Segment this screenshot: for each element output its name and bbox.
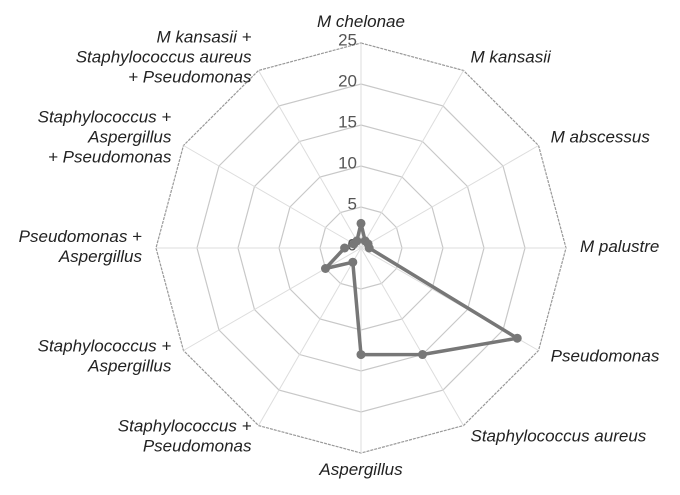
category-label: Staphylococcus aureus [471, 427, 647, 446]
tick-label: 15 [338, 112, 357, 131]
spoke [183, 247, 362, 351]
category-line: Pseudomonas [551, 347, 660, 366]
category-line: Pseudomonas [143, 437, 252, 456]
tick-label: 10 [338, 153, 357, 172]
tick-label: 5 [348, 194, 357, 213]
spoke [258, 247, 362, 426]
tick-label: 25 [338, 30, 357, 49]
spoke [360, 145, 539, 249]
tick-label: 20 [338, 71, 357, 90]
data-point [320, 264, 330, 273]
category-line: + Pseudomonas [48, 148, 172, 167]
category-line: M palustre [580, 237, 659, 256]
category-label: Pseudomonas + Aspergillus [19, 227, 143, 266]
category-line: Staphylococcus + [38, 108, 172, 127]
category-line: M kansasii + [157, 28, 252, 47]
category-label: Pseudomonas [551, 347, 660, 366]
category-label: M chelonae [317, 12, 405, 31]
data-point [364, 243, 374, 253]
data-point [512, 333, 522, 343]
category-line: Pseudomonas + [19, 227, 142, 246]
data-point [356, 218, 366, 228]
category-line: Staphylococcus aureus [471, 427, 647, 446]
spoke [360, 247, 464, 426]
category-label: Staphylococcus + Pseudomonas [118, 417, 252, 456]
category-label: Aspergillus [318, 460, 403, 479]
category-line: Staphylococcus aureus [76, 48, 252, 67]
data-point [348, 257, 358, 267]
category-line: Staphylococcus + [118, 417, 252, 436]
category-line: Aspergillus [318, 460, 403, 479]
category-line: Aspergillus [87, 357, 172, 376]
category-line: Staphylococcus + [38, 337, 172, 356]
category-line: M chelonae [317, 12, 405, 31]
spoke [360, 70, 464, 249]
data-point [340, 243, 350, 253]
category-label: M kansasii + Staphylococcus aureus + Pseud… [76, 28, 252, 87]
category-line: M kansasii [471, 48, 553, 67]
category-line: Aspergillus [58, 247, 143, 266]
category-label: M abscessus [551, 128, 651, 147]
data-point [418, 350, 427, 360]
category-line: M abscessus [551, 128, 651, 147]
category-label: M palustre [580, 237, 659, 256]
spoke [258, 70, 362, 249]
data-point [356, 350, 366, 360]
spoke [183, 145, 362, 249]
category-line: + Pseudomonas [128, 68, 252, 87]
category-label: Staphylococcus + Aspergillus + Pseudomonas [38, 108, 172, 167]
data-point [352, 236, 362, 246]
category-line: Aspergillus [87, 128, 172, 147]
category-label: M kansasii [471, 48, 553, 67]
category-label: Staphylococcus + Aspergillus [38, 337, 172, 376]
